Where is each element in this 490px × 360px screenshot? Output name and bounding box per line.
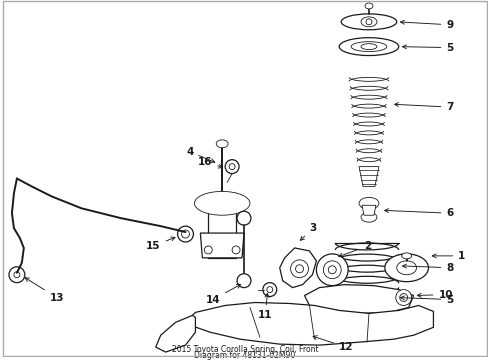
Text: 14: 14 xyxy=(206,284,241,305)
Text: 6: 6 xyxy=(385,208,454,218)
Text: 8: 8 xyxy=(402,263,454,273)
Circle shape xyxy=(295,265,303,273)
Circle shape xyxy=(229,164,235,170)
Text: 2015 Toyota Corolla Spring, Coil, Front: 2015 Toyota Corolla Spring, Coil, Front xyxy=(172,345,318,354)
Circle shape xyxy=(237,274,251,288)
Circle shape xyxy=(317,254,348,285)
Text: 9: 9 xyxy=(400,20,453,30)
Text: 13: 13 xyxy=(25,278,64,302)
Text: 15: 15 xyxy=(146,237,175,251)
Circle shape xyxy=(9,267,25,283)
Polygon shape xyxy=(304,285,414,314)
Text: 11: 11 xyxy=(258,293,272,320)
Text: 4: 4 xyxy=(186,147,215,162)
Ellipse shape xyxy=(402,253,412,259)
Polygon shape xyxy=(280,248,317,288)
Ellipse shape xyxy=(337,306,397,323)
Circle shape xyxy=(237,211,251,225)
Text: 12: 12 xyxy=(313,336,354,352)
Ellipse shape xyxy=(361,17,377,27)
Polygon shape xyxy=(191,302,434,345)
Polygon shape xyxy=(359,167,379,186)
Circle shape xyxy=(225,160,239,174)
Ellipse shape xyxy=(385,254,428,282)
Text: 2: 2 xyxy=(339,241,371,257)
Circle shape xyxy=(204,246,212,254)
Ellipse shape xyxy=(339,38,399,55)
Ellipse shape xyxy=(359,197,379,209)
Ellipse shape xyxy=(361,212,377,222)
Ellipse shape xyxy=(361,44,377,50)
Text: Diagram for 48131-02M90: Diagram for 48131-02M90 xyxy=(195,351,295,360)
Circle shape xyxy=(328,266,336,274)
Circle shape xyxy=(14,272,20,278)
Circle shape xyxy=(263,283,277,297)
Text: 5: 5 xyxy=(402,42,454,53)
Text: 3: 3 xyxy=(300,223,317,240)
Ellipse shape xyxy=(397,261,416,275)
Ellipse shape xyxy=(195,192,250,215)
Polygon shape xyxy=(362,205,376,215)
Circle shape xyxy=(291,260,309,278)
Circle shape xyxy=(366,19,372,25)
Circle shape xyxy=(177,226,194,242)
Polygon shape xyxy=(200,233,244,258)
Ellipse shape xyxy=(351,42,387,51)
Text: 5: 5 xyxy=(400,294,454,305)
Circle shape xyxy=(400,293,408,302)
Circle shape xyxy=(396,289,412,306)
Circle shape xyxy=(181,230,190,238)
Ellipse shape xyxy=(365,3,373,9)
Text: 1: 1 xyxy=(432,251,466,261)
Text: 16: 16 xyxy=(198,157,222,168)
Text: 7: 7 xyxy=(394,102,454,112)
Text: 10: 10 xyxy=(417,289,453,300)
Polygon shape xyxy=(208,193,236,258)
Ellipse shape xyxy=(349,310,385,319)
Circle shape xyxy=(267,287,273,293)
Ellipse shape xyxy=(341,14,397,30)
Circle shape xyxy=(232,246,240,254)
Polygon shape xyxy=(156,315,196,352)
Ellipse shape xyxy=(216,140,228,148)
Circle shape xyxy=(323,261,341,279)
